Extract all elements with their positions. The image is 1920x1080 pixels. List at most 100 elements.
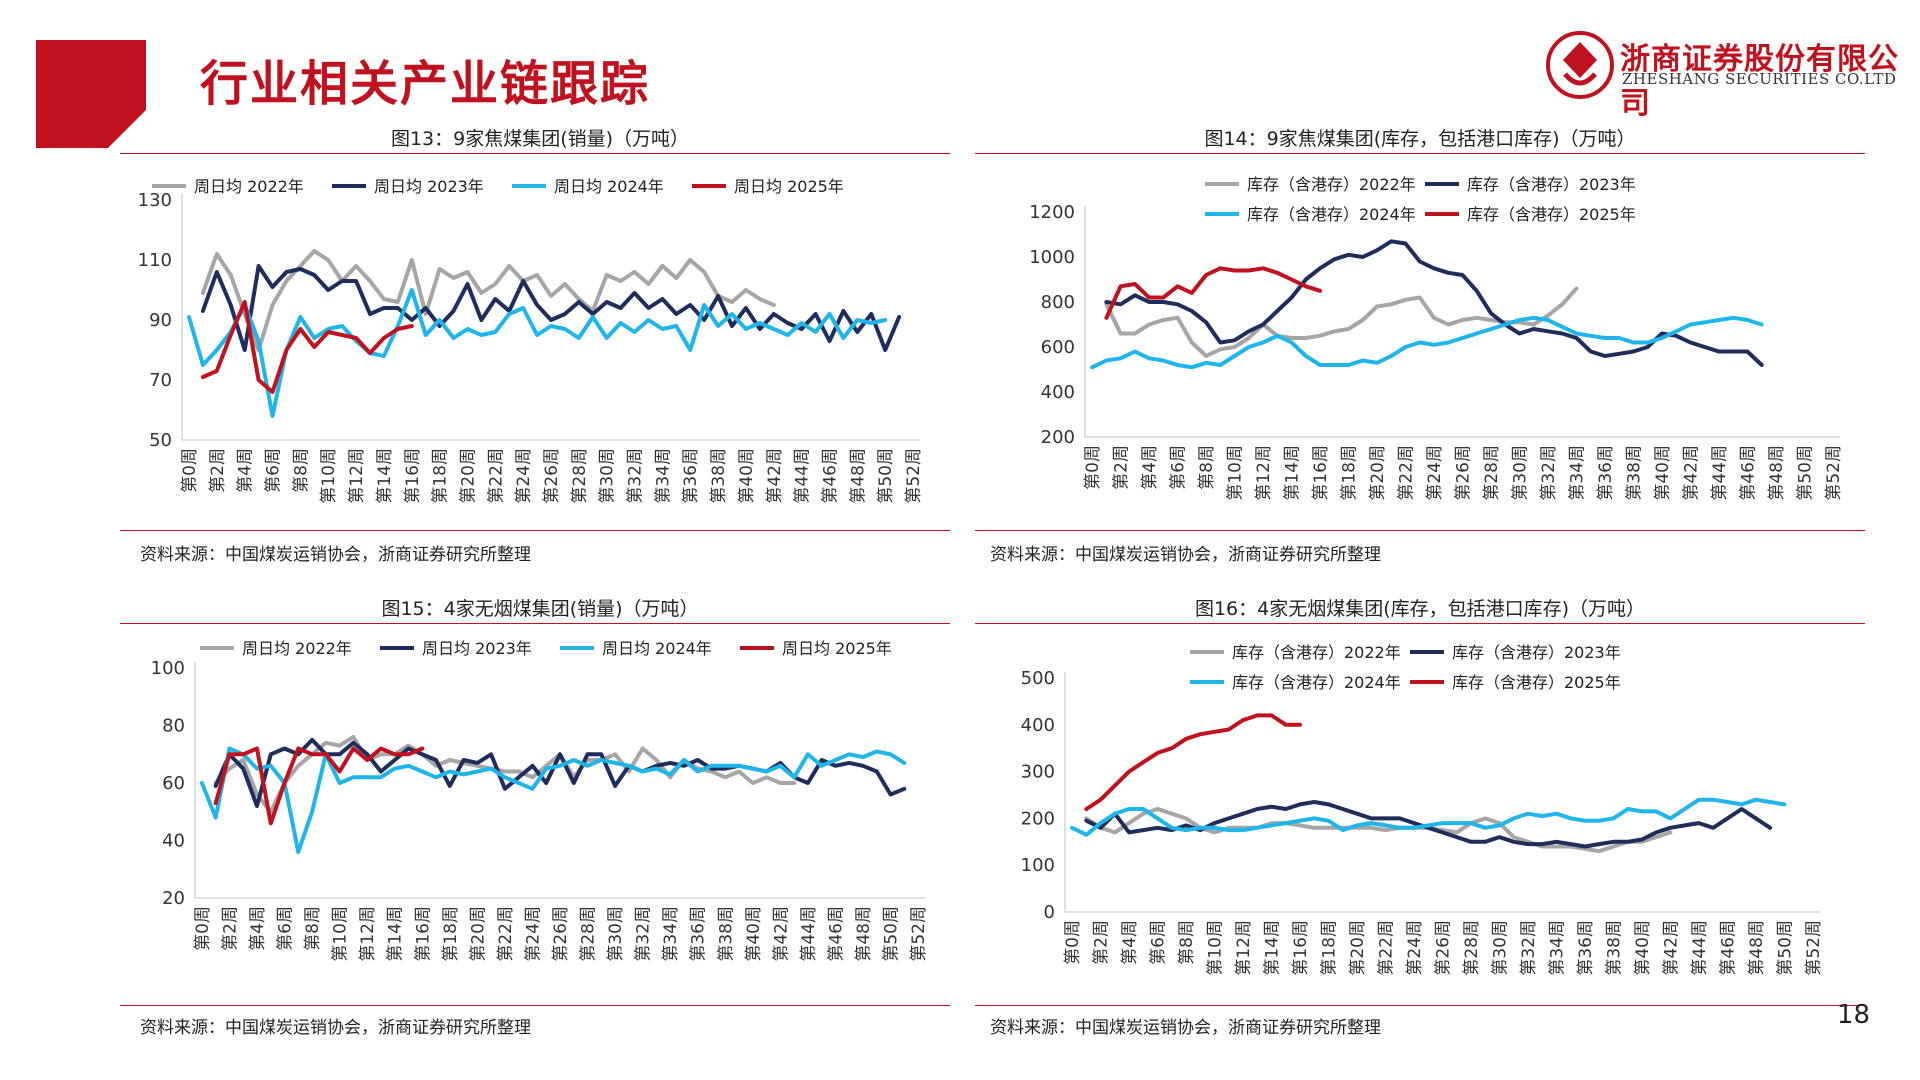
- legend-label: 库存（含港存）2023年: [1452, 643, 1621, 662]
- corner-decoration: [36, 40, 146, 148]
- x-tick-label: 第40周: [1633, 920, 1653, 976]
- series-line-1: [200, 264, 902, 352]
- x-tick-label: 第44周: [1710, 445, 1730, 501]
- x-tick-label: 第12周: [358, 906, 378, 962]
- x-tick-label: 第28周: [1462, 920, 1482, 976]
- x-tick-label: 第30周: [606, 906, 626, 962]
- x-tick-label: 第28周: [570, 448, 590, 504]
- x-tick-label: 第52周: [904, 448, 924, 504]
- series-line-1: [213, 737, 907, 808]
- x-tick-label: 第18周: [441, 906, 461, 962]
- x-tick-label: 第40周: [1653, 445, 1673, 501]
- x-tick-label: 第22周: [1397, 445, 1417, 501]
- x-tick-label: 第52周: [1824, 445, 1844, 501]
- source-note: 资料来源：中国煤炭运销协会，浙商证券研究所整理: [140, 1018, 531, 1038]
- x-tick-label: 第34周: [1567, 445, 1587, 501]
- x-tick-label: 第30周: [598, 448, 618, 504]
- series-line-2: [1070, 797, 1787, 837]
- legend-label: 库存（含港存）2025年: [1467, 205, 1636, 224]
- divider: [120, 153, 950, 154]
- chart-title-13: 图13：9家焦煤集团(销量)（万吨）: [390, 128, 690, 150]
- x-tick-label: 第38周: [1624, 445, 1644, 501]
- x-tick-label: 第28周: [1482, 445, 1502, 501]
- series-line-2: [199, 746, 907, 854]
- chart-title-15: 图15：4家无烟煤集团(销量)（万吨）: [381, 598, 699, 620]
- legend-label: 周日均 2025年: [782, 639, 892, 658]
- x-tick-label: 第50周: [882, 906, 902, 962]
- x-tick-label: 第32周: [1519, 920, 1539, 976]
- chart-13-svg: 507090110130第0周 第2周 第4周 第6周 第8周 第10周 第12周 第14周第…: [138, 177, 924, 504]
- divider: [975, 153, 1865, 154]
- y-tick-label: 50: [149, 430, 172, 451]
- x-tick-label: 第20周: [458, 448, 478, 504]
- series-line-2: [187, 288, 888, 418]
- x-tick-label: 第12周: [1254, 445, 1274, 501]
- x-tick-label: 第24周: [514, 448, 534, 504]
- x-tick-label: 第44周: [1690, 920, 1710, 976]
- x-tick-label: 第48周: [1767, 445, 1787, 501]
- y-tick-label: 100: [1021, 855, 1055, 876]
- legend-label: 库存（含港存）2024年: [1247, 205, 1416, 224]
- x-tick-label: 第32周: [634, 906, 654, 962]
- source-note: 资料来源：中国煤炭运销协会，浙商证券研究所整理: [990, 1018, 1381, 1038]
- legend-label: 库存（含港存）2022年: [1247, 175, 1416, 194]
- x-tick-label: 第32周: [626, 448, 646, 504]
- x-tick-label: 第2周: [208, 448, 228, 493]
- x-tick-label: 第8周: [303, 906, 323, 951]
- x-tick-label: 第26周: [1434, 920, 1454, 976]
- legend-label: 库存（含港存）2024年: [1232, 673, 1401, 692]
- y-tick-label: 0: [1044, 902, 1055, 923]
- company-name-en: ZHESHANG SECURITIES CO.LTD: [1622, 70, 1897, 88]
- x-tick-label: 第12周: [1234, 920, 1254, 976]
- y-tick-label: 200: [1021, 808, 1055, 829]
- x-tick-label: 第38周: [716, 906, 736, 962]
- x-tick-label: 第0周: [180, 448, 200, 493]
- x-tick-label: 第14周: [386, 906, 406, 962]
- y-tick-label: 400: [1021, 715, 1055, 736]
- x-tick-label: 第18周: [1320, 920, 1340, 976]
- x-tick-label: 第10周: [331, 906, 351, 962]
- x-tick-label: 第22周: [1377, 920, 1397, 976]
- divider: [975, 530, 1865, 531]
- x-tick-label: 第0周: [193, 906, 213, 951]
- x-tick-label: 第48周: [848, 448, 868, 504]
- x-tick-label: 第36周: [681, 448, 701, 504]
- x-tick-label: 第6周: [264, 448, 284, 493]
- x-tick-label: 第22周: [486, 448, 506, 504]
- legend-label: 周日均 2025年: [734, 177, 844, 196]
- x-tick-label: 第26周: [542, 448, 562, 504]
- x-tick-label: 第16周: [1311, 445, 1331, 501]
- x-tick-label: 第46周: [820, 448, 840, 504]
- legend-label: 周日均 2022年: [242, 639, 352, 658]
- x-tick-label: 第12周: [347, 448, 367, 504]
- company-logo-icon: [1546, 31, 1614, 99]
- x-tick-label: 第50周: [876, 448, 896, 504]
- x-tick-label: 第26周: [551, 906, 571, 962]
- x-tick-label: 第2周: [220, 906, 240, 951]
- y-tick-label: 110: [138, 250, 172, 271]
- x-tick-label: 第46周: [1738, 445, 1758, 501]
- series-line-1: [1084, 800, 1773, 849]
- x-tick-label: 第0周: [1063, 920, 1083, 965]
- x-tick-label: 第6周: [1169, 445, 1189, 490]
- y-tick-label: 800: [1041, 292, 1075, 313]
- y-tick-label: 400: [1041, 382, 1075, 403]
- x-tick-label: 第28周: [579, 906, 599, 962]
- x-tick-label: 第36周: [689, 906, 709, 962]
- x-tick-label: 第14周: [1263, 920, 1283, 976]
- x-tick-label: 第22周: [496, 906, 516, 962]
- chart-14-svg: 20040060080010001200第0周 第2周 第4周 第6周 第8周 第10周第…: [1029, 175, 1844, 501]
- divider: [120, 623, 950, 624]
- x-tick-label: 第2周: [1092, 920, 1112, 965]
- x-tick-label: 第24周: [1405, 920, 1425, 976]
- x-tick-label: 第6周: [276, 906, 296, 951]
- chart-16-svg: 0100200300400500第0周 第2周 第4周 第6周 第8周 第10周 第12周第…: [1021, 643, 1824, 976]
- x-tick-label: 第34周: [661, 906, 681, 962]
- company-name-cn: 浙商证券股份有限公司: [1620, 42, 1899, 121]
- x-tick-label: 第4周: [248, 906, 268, 951]
- x-tick-label: 第36周: [1596, 445, 1616, 501]
- x-tick-label: 第20周: [1348, 920, 1368, 976]
- x-tick-label: 第10周: [1226, 445, 1246, 501]
- legend-label: 库存（含港存）2023年: [1467, 175, 1636, 194]
